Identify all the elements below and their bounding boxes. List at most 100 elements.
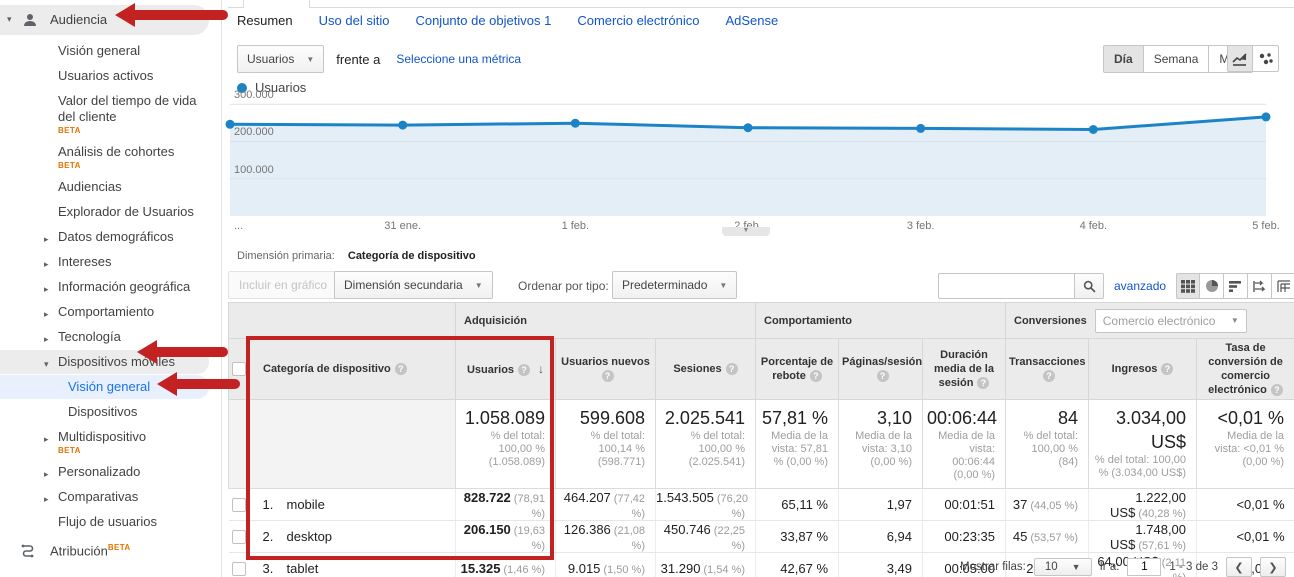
help-icon[interactable]: ? (394, 363, 407, 376)
search-icon[interactable] (1074, 273, 1104, 299)
row-dimension-cell[interactable]: 1. mobile (248, 488, 456, 521)
help-icon[interactable]: ? (601, 370, 614, 383)
granularity-day-button[interactable]: Día (1103, 45, 1144, 73)
sidebar-item-intereses[interactable]: ▸ Intereses (0, 250, 221, 274)
row-checkbox-cell (228, 488, 249, 521)
x-axis-tick-label: ... (234, 220, 244, 232)
help-icon[interactable]: ? (725, 363, 738, 376)
row-dimension-cell[interactable]: 3. tablet (248, 552, 456, 577)
row-checkbox[interactable] (231, 562, 246, 577)
tab-conjunto-objetivos[interactable]: Conjunto de objetivos 1 (415, 13, 552, 28)
previous-page-button[interactable]: ❮ (1226, 557, 1252, 577)
plot-rows-button: Incluir en gráfico (228, 271, 339, 299)
sidebar-item-personalizado[interactable]: ▸ Personalizado (0, 460, 221, 484)
sidebar-item-dispositivos-vision-general[interactable]: Visión general (0, 375, 209, 399)
help-icon[interactable]: ? (518, 363, 531, 376)
rows-per-page-label: Mostrar filas: (960, 561, 1026, 573)
x-axis-tick-label: 4 feb. (1079, 220, 1108, 232)
metric-select-dropdown[interactable]: Usuarios ▼ (237, 45, 325, 73)
column-header-duracion[interactable]: Duración media de la sesión? (921, 338, 1007, 400)
sidebar-item-multidispositivo[interactable]: ▸ Multidispositivo BETA (0, 425, 221, 459)
group-header-adquisicion: Adquisición (455, 302, 756, 339)
sidebar-item-comportamiento[interactable]: ▸ Comportamiento (0, 300, 221, 324)
help-icon[interactable]: ? (977, 377, 990, 390)
help-icon[interactable]: ? (1161, 363, 1174, 376)
primary-dimension-value[interactable]: Categoría de dispositivo (347, 250, 476, 262)
column-header-usuarios-nuevos[interactable]: Usuarios nuevos? (555, 338, 656, 400)
rows-per-page-select[interactable]: 10 ▼ (1033, 558, 1092, 576)
conversion-type-dropdown[interactable]: Comercio electrónico ▼ (1094, 308, 1247, 333)
sidebar-item-informacion-geografica[interactable]: ▸ Información geográfica (0, 275, 221, 299)
performance-view-icon[interactable] (1224, 273, 1248, 299)
column-header-transacciones[interactable]: Transacciones? (1005, 338, 1090, 400)
percentage-view-icon[interactable] (1200, 273, 1224, 299)
scatter-chart-icon[interactable] (1253, 45, 1279, 72)
sidebar-item-tecnologia[interactable]: ▸ Tecnología (0, 325, 221, 349)
tab-resumen[interactable]: Resumen (237, 13, 293, 28)
cell-duracion: 00:01:51 (921, 488, 1006, 521)
column-header-rebote[interactable]: Porcentaje de rebote? (755, 338, 839, 400)
users-line-chart: 100.000 200.000 300.000 (225, 89, 1271, 216)
select-all-checkbox[interactable] (231, 362, 246, 377)
sidebar-item-datos-demograficos[interactable]: ▸ Datos demográficos (0, 225, 221, 249)
sidebar-item-vision-general[interactable]: Visión general (58, 43, 141, 58)
help-icon[interactable]: ? (876, 370, 889, 383)
chevron-down-icon: ▾ (7, 14, 12, 24)
table-group-header-row: Adquisición Comportamiento Conversiones … (228, 302, 1294, 339)
sidebar-item-valor-tiempo-vida[interactable]: Valor del tiempo de vida del cliente BETA (0, 89, 221, 139)
column-header-tasa[interactable]: Tasa de conversión de comercio electróni… (1196, 338, 1294, 400)
advanced-search-link[interactable]: avanzado (1114, 279, 1167, 293)
table-view-icon[interactable] (1176, 273, 1200, 299)
search-input[interactable] (938, 273, 1074, 299)
comparison-view-icon[interactable] (1248, 273, 1272, 299)
sidebar-item-flujo-usuarios[interactable]: Flujo de usuarios (58, 514, 157, 529)
column-header-paginas[interactable]: Páginas/sesión? (838, 338, 923, 400)
tab-comercio-electronico[interactable]: Comercio electrónico (577, 13, 700, 28)
row-dimension-cell[interactable]: 2. desktop (248, 520, 456, 553)
help-icon[interactable]: ? (1270, 384, 1283, 397)
chevron-right-icon: ▸ (44, 334, 49, 344)
column-header-dimension[interactable]: Categoría de dispositivo? (248, 338, 456, 400)
chevron-right-icon: ▸ (44, 309, 49, 319)
sidebar-item-dispositivos-moviles[interactable]: ▾ Dispositivos móviles (0, 350, 209, 374)
sidebar-item-explorador-usuarios[interactable]: Explorador de Usuarios (58, 204, 194, 219)
row-checkbox[interactable] (231, 530, 246, 545)
sort-type-dropdown[interactable]: Predeterminado ▼ (612, 271, 738, 299)
secondary-dimension-dropdown[interactable]: Dimensión secundaria ▼ (334, 271, 493, 299)
cell-rebote: 33,87 % (755, 520, 839, 553)
cell-usuarios-nuevos: 9.015 (1,50 %) (555, 552, 656, 577)
sort-descending-icon[interactable]: ↓ (538, 361, 545, 376)
sidebar-section-audiencia[interactable]: ▾ Audiencia (0, 5, 209, 35)
row-checkbox[interactable] (231, 498, 246, 513)
column-header-ingresos[interactable]: Ingresos? (1088, 338, 1198, 400)
group-header-empty (228, 302, 456, 339)
column-header-sesiones[interactable]: Sesiones? (655, 338, 756, 400)
column-header-usuarios[interactable]: Usuarios? ↓ (455, 338, 556, 400)
top-active-tab-stub[interactable] (243, 0, 310, 8)
sort-type-label: Ordenar por tipo: (518, 279, 609, 293)
help-icon[interactable]: ? (809, 370, 822, 383)
pivot-view-icon[interactable] (1272, 273, 1294, 299)
chart-collapse-handle[interactable]: ▼ (722, 227, 770, 236)
select-metric-link[interactable]: Seleccione una métrica (396, 52, 522, 66)
primary-dimension-label: Dimensión primaria: (237, 250, 335, 262)
sidebar-item-analisis-cohortes[interactable]: Análisis de cohortes BETA (0, 140, 221, 174)
sidebar-item-atribucion[interactable]: AtribuciónBETA (0, 537, 222, 564)
help-icon[interactable]: ? (1043, 370, 1056, 383)
tab-uso-del-sitio[interactable]: Uso del sitio (318, 13, 390, 28)
sidebar-item-comparativas[interactable]: ▸ Comparativas (0, 485, 221, 509)
sidebar-item-dispositivos[interactable]: Dispositivos (68, 404, 138, 419)
line-chart-icon[interactable] (1227, 45, 1253, 72)
beta-badge: BETA (58, 161, 81, 170)
tab-adsense[interactable]: AdSense (725, 13, 779, 28)
sidebar-item-audiencias[interactable]: Audiencias (58, 179, 122, 194)
granularity-week-button[interactable]: Semana (1143, 45, 1210, 73)
goto-page-input[interactable] (1127, 558, 1162, 576)
beta-badge: BETA (107, 543, 131, 552)
totals-rebote: 57,81 % Media de la vista: 57,81 % (0,00 … (755, 399, 839, 489)
cell-usuarios: 15.325 (1,46 %) (455, 552, 556, 577)
sidebar-item-usuarios-activos[interactable]: Usuarios activos (58, 68, 154, 83)
next-page-button[interactable]: ❯ (1260, 557, 1286, 577)
sidebar-section-label: Audiencia (50, 12, 108, 27)
